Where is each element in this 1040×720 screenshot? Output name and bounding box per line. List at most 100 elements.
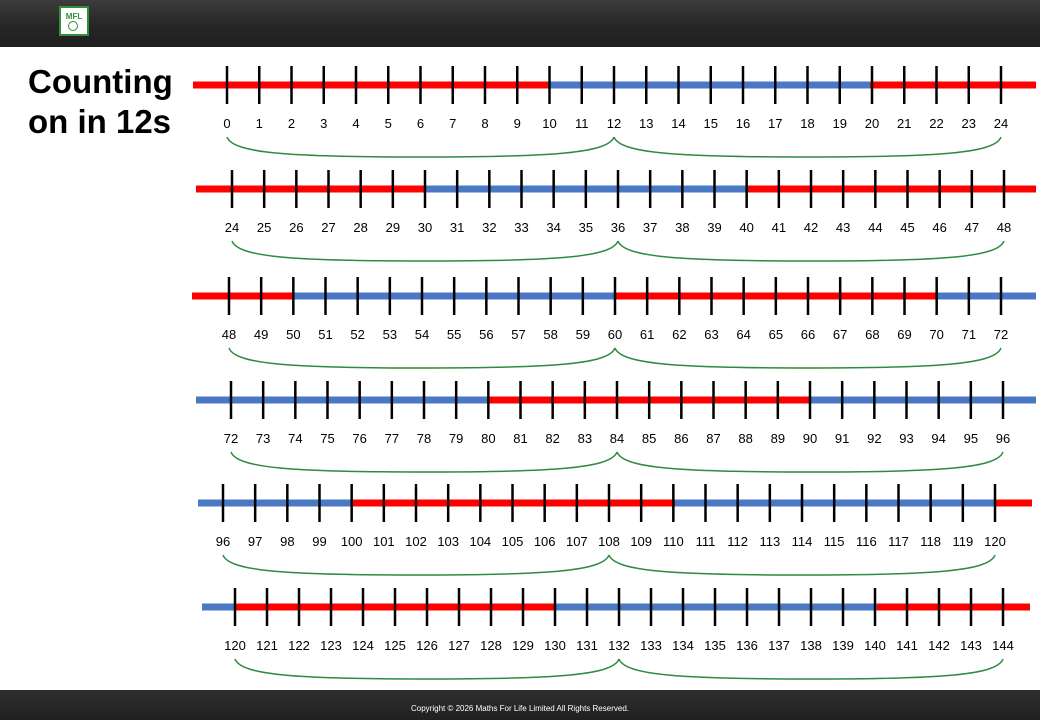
tick-label: 88 <box>738 431 752 446</box>
tick-label: 4 <box>352 116 359 131</box>
tick-label: 87 <box>706 431 720 446</box>
jump-arc <box>613 136 1002 158</box>
tick-label: 134 <box>672 638 694 653</box>
tick-label: 53 <box>383 327 397 342</box>
tick-label: 16 <box>736 116 750 131</box>
tick-label: 72 <box>224 431 238 446</box>
tick-label: 89 <box>771 431 785 446</box>
tick-label: 60 <box>608 327 622 342</box>
tick-label: 62 <box>672 327 686 342</box>
jump-arc <box>617 240 1005 262</box>
tick-label: 48 <box>222 327 236 342</box>
tick-label: 59 <box>576 327 590 342</box>
tick-label: 132 <box>608 638 630 653</box>
jump-arc <box>234 658 620 680</box>
tick-label: 106 <box>534 534 556 549</box>
tick-label: 24 <box>994 116 1008 131</box>
tick-label: 94 <box>931 431 945 446</box>
tick-label: 72 <box>994 327 1008 342</box>
tick-label: 127 <box>448 638 470 653</box>
tick-label: 10 <box>542 116 556 131</box>
tick-label: 37 <box>643 220 657 235</box>
tick-label: 79 <box>449 431 463 446</box>
tick-label: 139 <box>832 638 854 653</box>
jump-arc <box>614 347 1002 369</box>
tick-label: 48 <box>997 220 1011 235</box>
tick-label: 70 <box>929 327 943 342</box>
tick-label: 25 <box>257 220 271 235</box>
tick-label: 84 <box>610 431 624 446</box>
tick-label: 20 <box>865 116 879 131</box>
tick-label: 112 <box>727 534 748 549</box>
tick-label: 18 <box>800 116 814 131</box>
tick-label: 97 <box>248 534 262 549</box>
tick-label: 115 <box>824 534 845 549</box>
tick-label: 108 <box>598 534 620 549</box>
tick-label: 17 <box>768 116 782 131</box>
tick-label: 102 <box>405 534 427 549</box>
tick-label: 36 <box>611 220 625 235</box>
jump-arc <box>231 240 619 262</box>
tick-label: 27 <box>321 220 335 235</box>
tick-label: 33 <box>514 220 528 235</box>
tick-label: 144 <box>992 638 1014 653</box>
tick-label: 50 <box>286 327 300 342</box>
tick-label: 0 <box>223 116 230 131</box>
tick-label: 73 <box>256 431 270 446</box>
tick-label: 143 <box>960 638 982 653</box>
tick-label: 135 <box>704 638 726 653</box>
tick-label: 138 <box>800 638 822 653</box>
tick-label: 56 <box>479 327 493 342</box>
tick-label: 128 <box>480 638 502 653</box>
tick-label: 103 <box>437 534 459 549</box>
tick-label: 29 <box>386 220 400 235</box>
tick-label: 117 <box>888 534 909 549</box>
tick-label: 45 <box>900 220 914 235</box>
tick-label: 34 <box>546 220 560 235</box>
copyright-text: Copyright © 2026 Maths For Life Limited … <box>411 704 629 713</box>
tick-label: 91 <box>835 431 849 446</box>
tick-label: 90 <box>803 431 817 446</box>
title-line-2: on in 12s <box>28 103 172 140</box>
tick-label: 68 <box>865 327 879 342</box>
tick-label: 30 <box>418 220 432 235</box>
tick-label: 8 <box>481 116 488 131</box>
tick-label: 125 <box>384 638 406 653</box>
tick-label: 99 <box>312 534 326 549</box>
tick-label: 55 <box>447 327 461 342</box>
tick-label: 118 <box>920 534 941 549</box>
tick-label: 58 <box>543 327 557 342</box>
tick-label: 64 <box>736 327 750 342</box>
tick-label: 12 <box>607 116 621 131</box>
tick-label: 96 <box>216 534 230 549</box>
tick-label: 95 <box>964 431 978 446</box>
tick-label: 77 <box>385 431 399 446</box>
tick-label: 110 <box>663 534 684 549</box>
tick-label: 61 <box>640 327 654 342</box>
tick-label: 96 <box>996 431 1010 446</box>
bottom-bar <box>0 690 1040 720</box>
page-title: Counting on in 12s <box>28 62 198 142</box>
tick-label: 140 <box>864 638 886 653</box>
tick-label: 141 <box>896 638 918 653</box>
tick-label: 120 <box>984 534 1006 549</box>
tick-label: 26 <box>289 220 303 235</box>
tick-label: 52 <box>350 327 364 342</box>
tick-label: 66 <box>801 327 815 342</box>
jump-arc <box>616 451 1004 473</box>
tick-label: 116 <box>856 534 877 549</box>
jump-arc <box>226 136 615 158</box>
tick-label: 32 <box>482 220 496 235</box>
tick-label: 6 <box>417 116 424 131</box>
tick-label: 74 <box>288 431 302 446</box>
jump-arc <box>230 451 618 473</box>
jump-arc <box>618 658 1004 680</box>
jump-arc <box>228 347 616 369</box>
tick-label: 78 <box>417 431 431 446</box>
tick-label: 80 <box>481 431 495 446</box>
tick-label: 13 <box>639 116 653 131</box>
tick-label: 101 <box>373 534 395 549</box>
tick-label: 15 <box>704 116 718 131</box>
tick-label: 65 <box>769 327 783 342</box>
